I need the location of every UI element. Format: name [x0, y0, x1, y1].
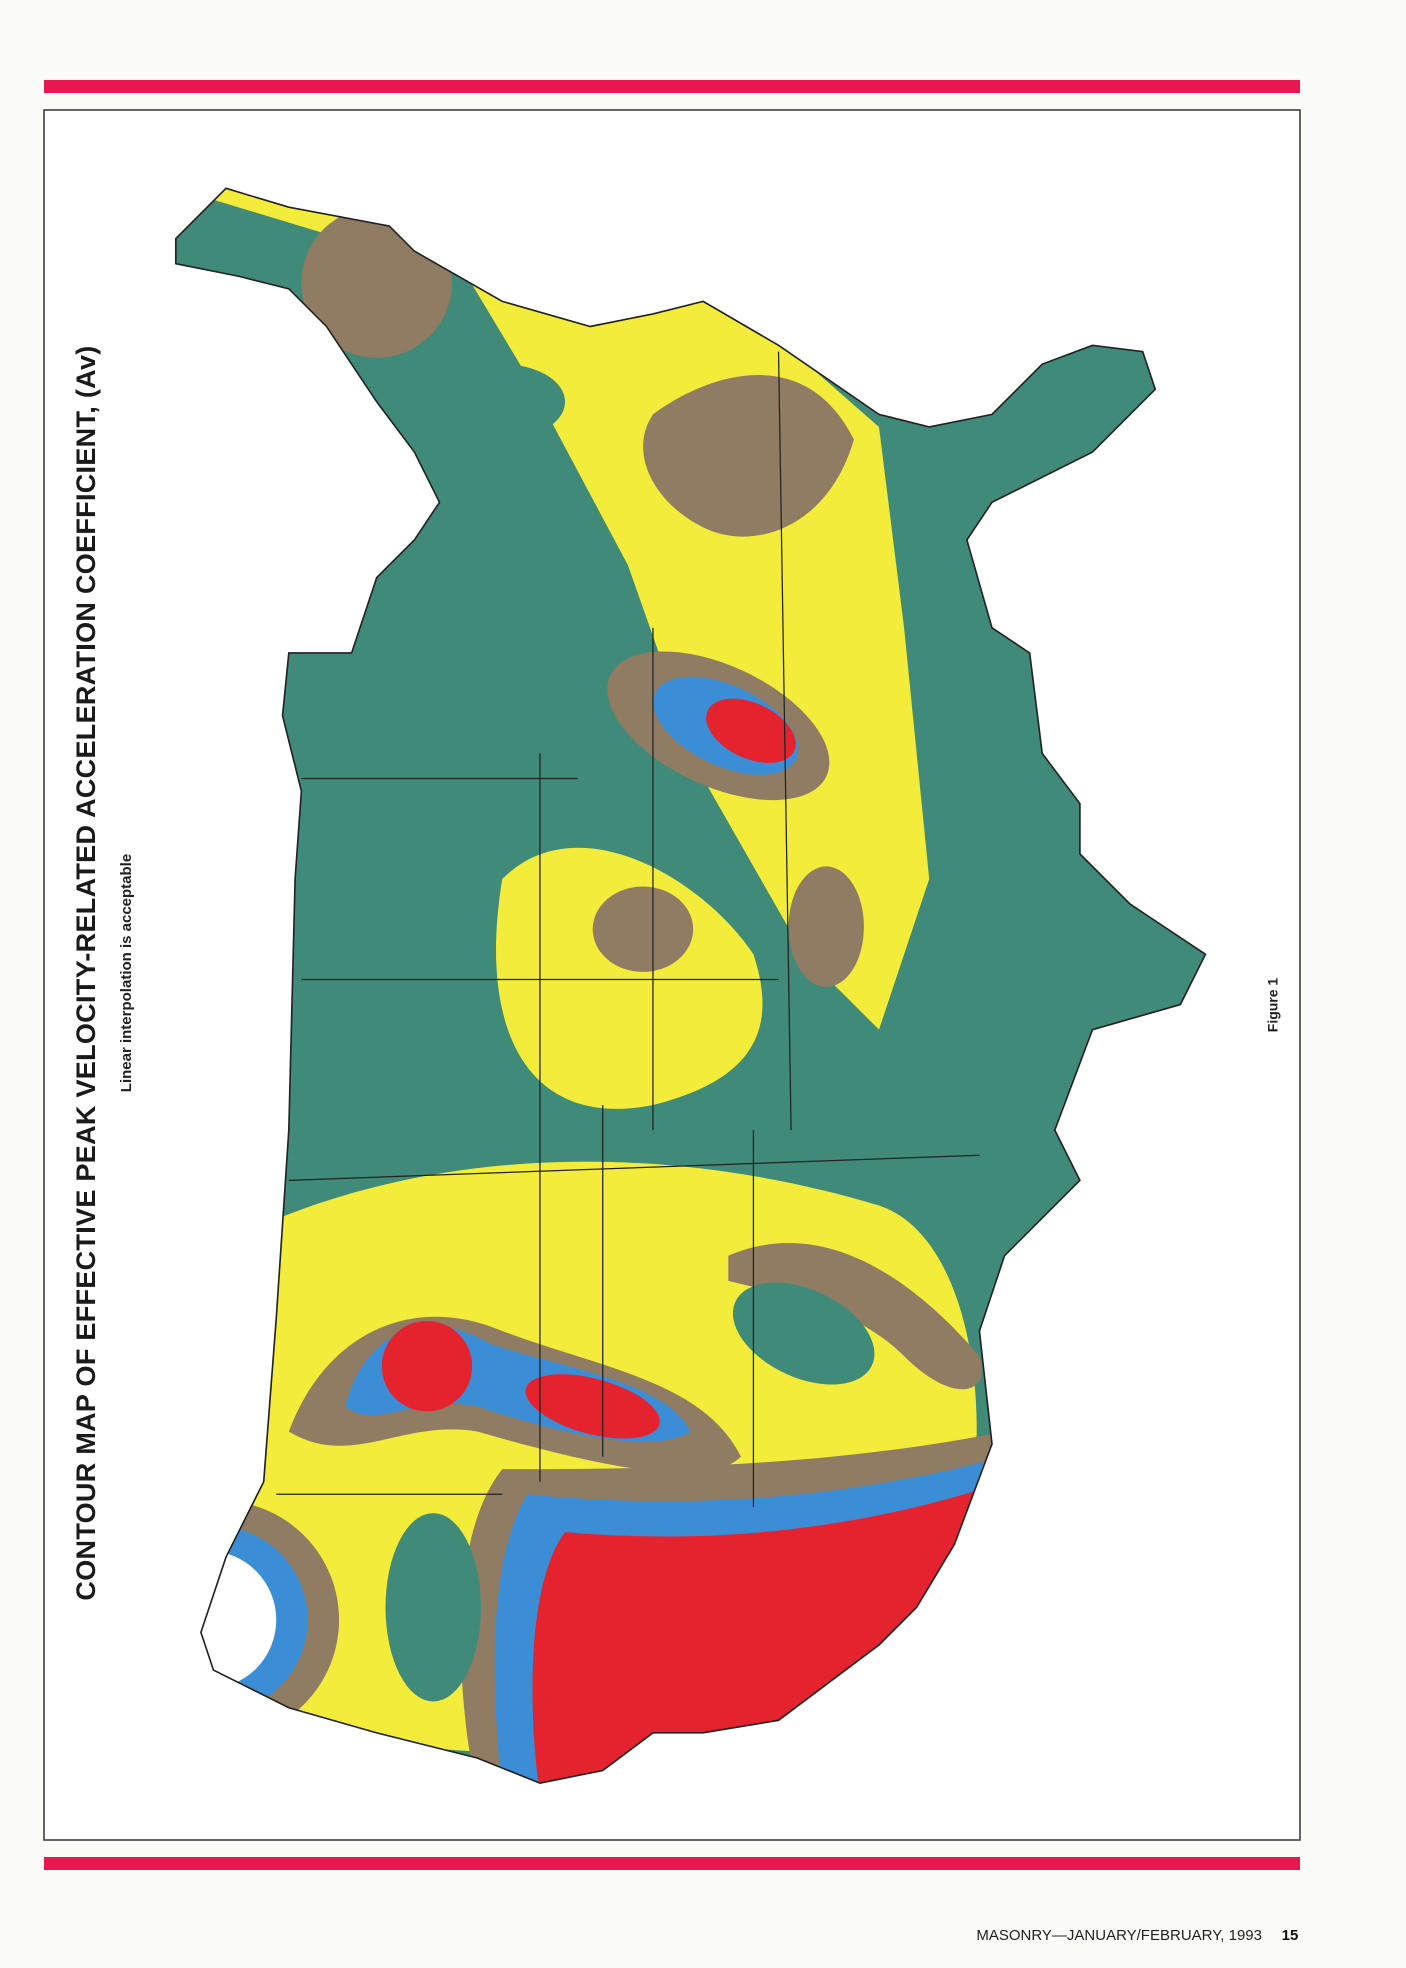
zone-red [706, 698, 796, 763]
top-rule [44, 80, 1300, 93]
zone-green [385, 1513, 481, 1702]
publication: MASONRY—JANUARY/FEBRUARY, 1993 [976, 1927, 1262, 1944]
zone-green [439, 364, 566, 440]
zone-red [381, 1320, 473, 1412]
title: CONTOUR MAP OF EFFECTIVE PEAK VELOCITY-R… [71, 345, 101, 1600]
zone-yellow [496, 847, 763, 1109]
zone-brown [592, 886, 694, 972]
subtitle: Linear interpolation is acceptable [118, 854, 135, 1092]
page-number: 15 [1282, 1927, 1299, 1944]
state-borders [276, 351, 980, 1507]
zone-red [525, 1374, 660, 1439]
bottom-rule [44, 1857, 1300, 1870]
zone-white [175, 1550, 277, 1689]
figure-label: Figure 1 [1265, 978, 1281, 1033]
zone-brown [788, 866, 864, 987]
zone-green [732, 1282, 875, 1385]
zone-brown [643, 375, 854, 537]
